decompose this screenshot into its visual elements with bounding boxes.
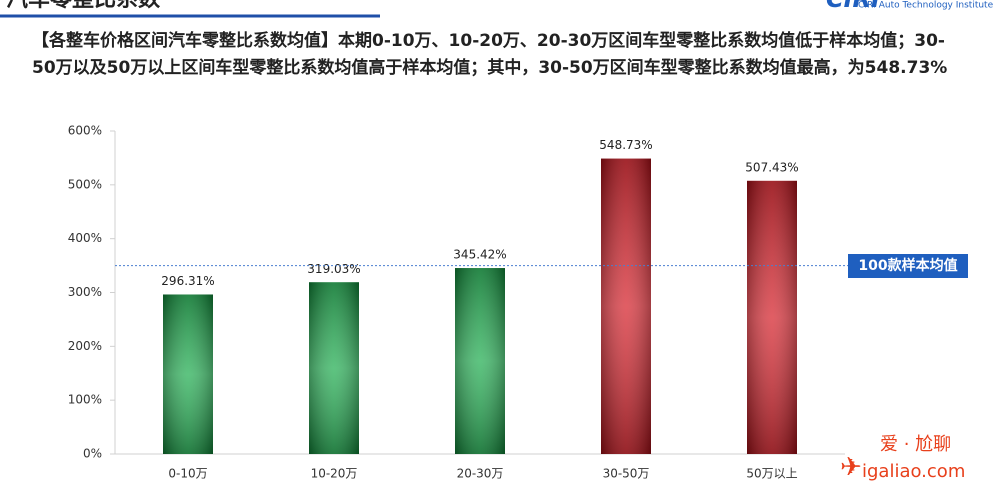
logo-sub: CIRI Auto Technology Institute [858, 1, 994, 11]
bar-shade [601, 158, 651, 455]
logo: CIRI [826, 0, 880, 13]
page-title: 汽车零整比系数 [6, 0, 161, 12]
value-label: 548.73% [599, 138, 652, 152]
y-tick-label: 400% [68, 231, 102, 245]
value-label: 345.42% [453, 248, 506, 262]
value-label: 296.31% [161, 274, 214, 288]
value-label: 319.03% [307, 262, 360, 276]
bar-shade [309, 282, 359, 454]
x-tick-label: 0-10万 [168, 467, 207, 481]
reference-label: 100款样本均值 [858, 257, 957, 274]
y-tick-label: 0% [83, 447, 102, 461]
bar-shade [455, 268, 505, 454]
y-tick-label: 500% [68, 177, 102, 191]
x-tick-label: 30-50万 [603, 467, 650, 481]
x-tick-label: 50万以上 [746, 467, 797, 481]
y-tick-label: 200% [68, 339, 102, 353]
y-tick-label: 600% [68, 124, 102, 138]
x-tick-label: 10-20万 [311, 467, 358, 481]
y-tick-label: 100% [68, 393, 102, 407]
watermark-url: igaliao.com [862, 461, 965, 482]
bar-shade [163, 294, 213, 454]
ref-label-box [848, 254, 968, 278]
description: 【各整车价格区间汽车零整比系数均值】本期0-10万、10-20万、20-30万区… [32, 31, 948, 78]
watermark-icon: ✈ [840, 453, 862, 483]
x-tick-label: 20-30万 [457, 467, 504, 481]
y-tick-label: 300% [68, 285, 102, 299]
bar-shade [747, 180, 797, 455]
value-label: 507.43% [745, 160, 798, 174]
watermark: 爱 · 尬聊 [880, 434, 951, 455]
